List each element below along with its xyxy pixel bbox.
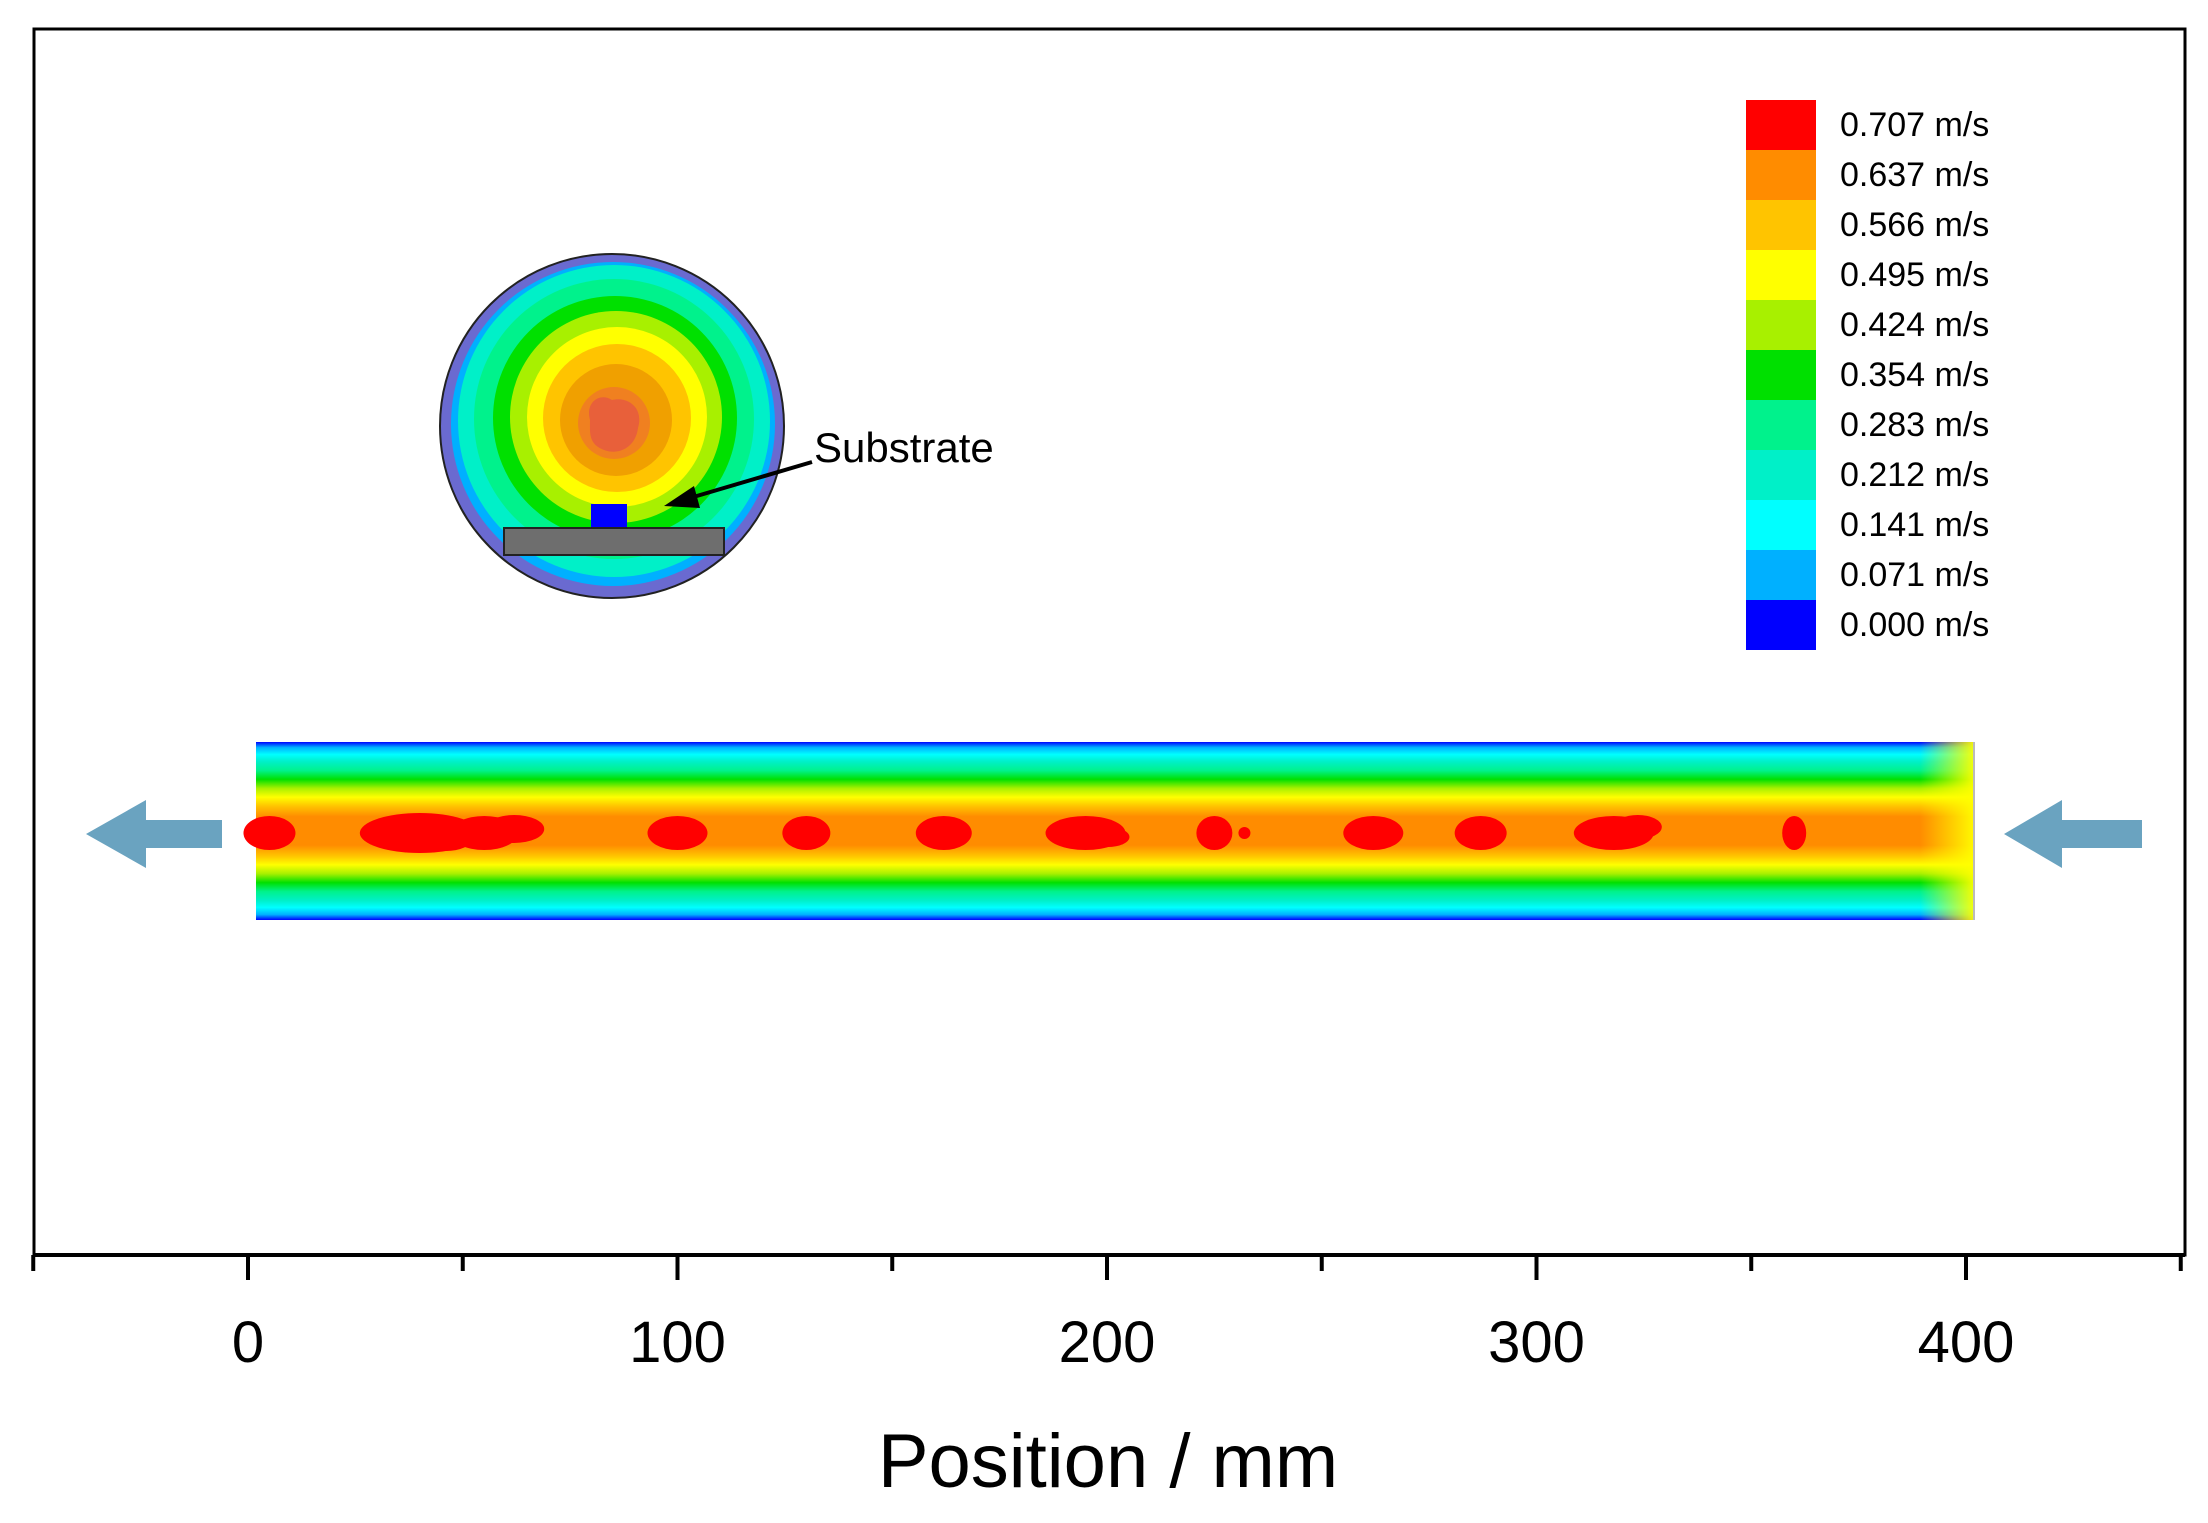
x-axis-tick-labels: 0 100 200 300 400: [232, 1310, 2015, 1375]
legend-label: 0.354 m/s: [1840, 356, 1989, 394]
legend-swatch: [1746, 350, 1816, 400]
substrate-label: Substrate: [814, 424, 994, 471]
legend-label: 0.637 m/s: [1840, 156, 1989, 194]
channel-inlet-zone: [1920, 742, 1974, 920]
core-hotspot: [243, 816, 296, 850]
legend-label: 0.071 m/s: [1840, 556, 1989, 594]
x-axis-label: Position / mm: [878, 1419, 1338, 1504]
cross-section-inset: [439, 253, 785, 599]
legend-label: 0.566 m/s: [1840, 206, 1989, 244]
legend-swatch: [1746, 100, 1816, 150]
annotation-arrow: [689, 460, 813, 500]
legend-swatch: [1746, 400, 1816, 450]
substrate-annotation: Substrate: [664, 424, 994, 508]
core-hotspot: [647, 816, 708, 850]
core-hotspot: [1343, 816, 1404, 850]
core-hotspot-lobe: [1613, 815, 1662, 839]
legend-swatch: [1746, 150, 1816, 200]
legend-label: 0.707 m/s: [1840, 106, 1989, 144]
core-hotspot: [1238, 827, 1251, 839]
legend-label: 0.495 m/s: [1840, 256, 1989, 294]
x-tick-label: 400: [1918, 1310, 2015, 1375]
legend-swatch: [1746, 500, 1816, 550]
legend-label: 0.141 m/s: [1840, 506, 1989, 544]
support-plate: [503, 527, 725, 556]
color-legend: 0.707 m/s 0.637 m/s 0.566 m/s 0.495 m/s 0.42…: [1746, 100, 1989, 650]
x-axis-ticks: [31, 1255, 2183, 1280]
legend-swatch: [1746, 250, 1816, 300]
substrate-block: [591, 504, 627, 528]
outlet-flow-arrow: [86, 800, 222, 868]
legend-swatch: [1746, 600, 1816, 650]
legend-swatch: [1746, 200, 1816, 250]
plot-frame: [32, 27, 2187, 1257]
legend-label: 0.424 m/s: [1840, 306, 1989, 344]
inlet-flow-arrow: [2004, 800, 2142, 868]
channel-contour: [243, 742, 1975, 920]
x-tick-label: 200: [1059, 1310, 1156, 1375]
legend-label: 0.000 m/s: [1840, 606, 1989, 644]
legend-label: 0.212 m/s: [1840, 456, 1989, 494]
annotation-arrowhead: [664, 486, 700, 508]
core-hotspot: [1196, 816, 1233, 850]
core-hotspot: [1454, 816, 1507, 850]
legend-swatch: [1746, 450, 1816, 500]
core-hotspot: [915, 816, 972, 850]
core-hotspot-lobe: [484, 815, 545, 843]
inset-core-hotspot: [589, 397, 640, 452]
core-hotspot: [782, 816, 831, 850]
legend-swatch: [1746, 550, 1816, 600]
channel-core-hotspots: [243, 813, 1807, 853]
x-tick-label: 100: [629, 1310, 726, 1375]
x-tick-label: 0: [232, 1310, 264, 1375]
core-hotspot: [1782, 816, 1807, 850]
core-hotspot-lobe: [1085, 827, 1130, 847]
core-hotspot-lobe: [419, 827, 472, 851]
legend-swatch: [1746, 300, 1816, 350]
x-tick-label: 300: [1488, 1310, 1585, 1375]
legend-label: 0.283 m/s: [1840, 406, 1989, 444]
